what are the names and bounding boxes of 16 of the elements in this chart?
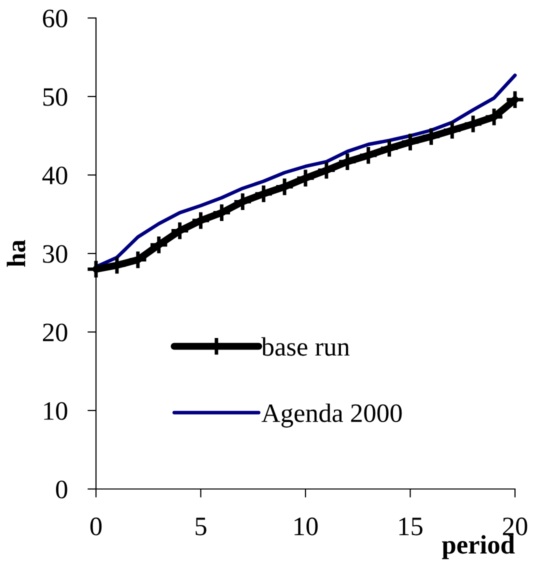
y-tick-label: 60	[42, 10, 68, 28]
legend-label: base run	[261, 337, 350, 356]
y-tick-label: 40	[42, 166, 68, 184]
y-tick-label: 30	[43, 245, 68, 263]
x-tick-label: 15	[399, 518, 422, 536]
x-tick-label: 0	[90, 518, 102, 536]
y-tick-label: 0	[56, 480, 68, 498]
y-tick-label: 20	[42, 324, 68, 342]
x-axis-title: period	[442, 535, 515, 560]
y-axis-title: ha	[6, 240, 26, 267]
y-tick-label: 50	[43, 88, 68, 106]
x-tick-label: 10	[294, 518, 318, 536]
y-tick-label: 10	[44, 402, 68, 420]
x-tick-label: 5	[196, 518, 206, 536]
legend-label: Agenda 2000	[262, 404, 402, 428]
x-tick-label: 20	[502, 518, 528, 536]
